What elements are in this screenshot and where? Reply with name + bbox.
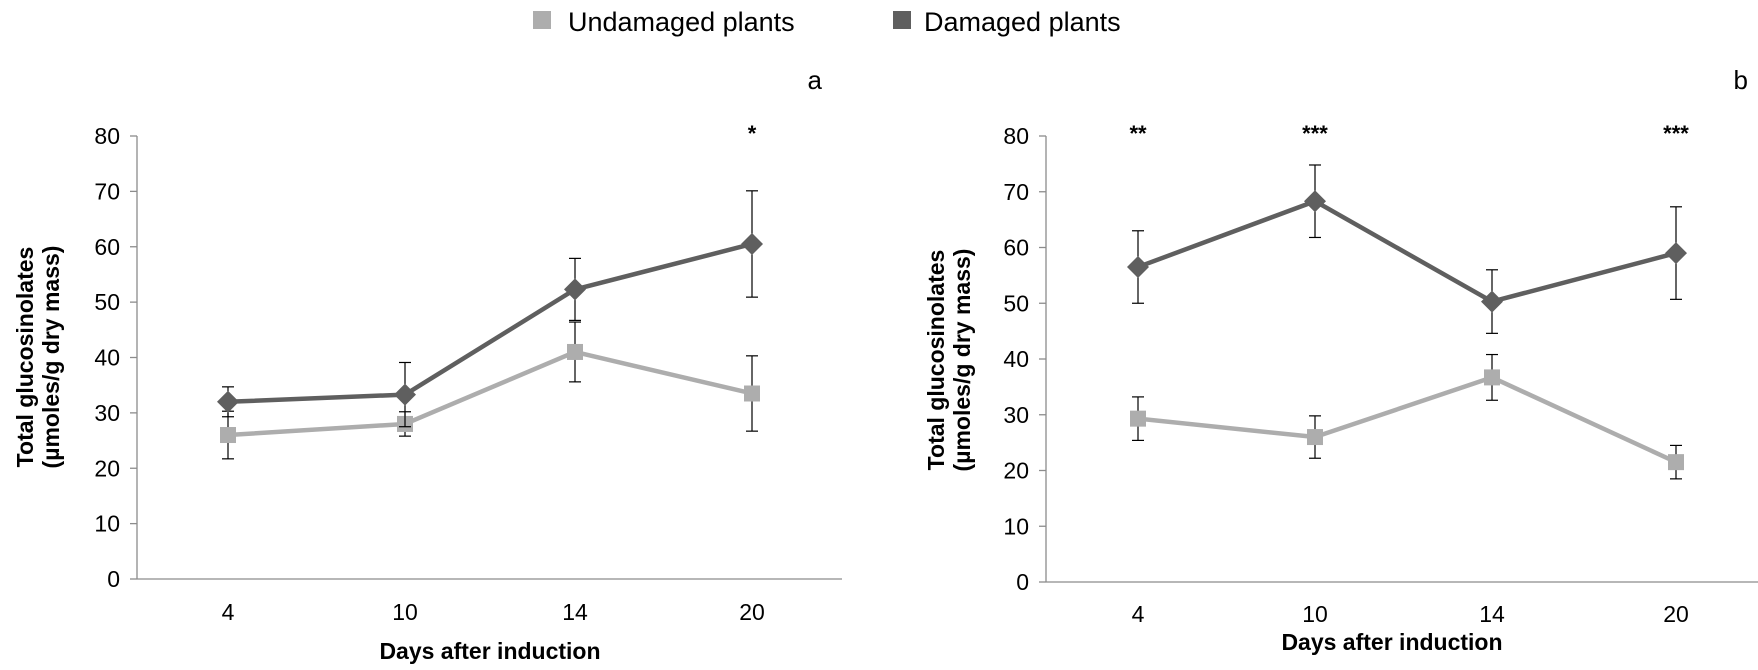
data-point bbox=[220, 427, 236, 444]
data-point bbox=[1307, 429, 1323, 446]
data-point bbox=[394, 383, 416, 406]
data-point bbox=[744, 385, 760, 402]
legend-label-undamaged: Undamaged plants bbox=[568, 7, 795, 37]
data-point bbox=[1665, 242, 1687, 265]
significance-label: *** bbox=[1302, 121, 1328, 146]
legend-item-undamaged: Undamaged plants bbox=[533, 7, 795, 37]
y-tick-label: 0 bbox=[1016, 569, 1029, 595]
y-tick-label: 70 bbox=[1003, 179, 1029, 205]
x-tick-label: 20 bbox=[739, 599, 765, 625]
y-tick-label: 60 bbox=[94, 234, 120, 260]
series-line bbox=[1137, 375, 1677, 465]
legend-swatch-undamaged bbox=[533, 11, 551, 29]
x-tick-label: 10 bbox=[392, 599, 418, 625]
series-undamaged-plants bbox=[1130, 353, 1684, 480]
x-axis-title: Days after induction bbox=[1281, 629, 1502, 655]
data-point bbox=[564, 278, 586, 301]
data-point bbox=[217, 390, 239, 413]
x-axis-title: Days after induction bbox=[379, 638, 600, 664]
data-point bbox=[567, 343, 583, 360]
data-point bbox=[1481, 290, 1503, 313]
data-point bbox=[1304, 190, 1326, 213]
data-point bbox=[1484, 369, 1500, 386]
y-tick-label: 20 bbox=[1003, 458, 1029, 484]
y-tick-label: 20 bbox=[94, 455, 120, 481]
legend-item-damaged: Damaged plants bbox=[893, 7, 1121, 37]
data-point bbox=[1127, 256, 1149, 279]
y-axis-title-line1: Total glucosinolates bbox=[923, 250, 949, 471]
y-tick-label: 40 bbox=[94, 345, 120, 371]
series-line bbox=[1137, 198, 1677, 304]
y-tick-label: 40 bbox=[1003, 346, 1029, 372]
x-tick-label: 4 bbox=[1132, 601, 1145, 627]
significance-label: ** bbox=[1129, 121, 1147, 146]
panel-label: a bbox=[808, 65, 823, 95]
series-line bbox=[227, 349, 753, 438]
x-tick-label: 14 bbox=[1479, 601, 1505, 627]
y-tick-label: 70 bbox=[94, 178, 120, 204]
series-line bbox=[227, 241, 753, 405]
x-tick-label: 20 bbox=[1663, 601, 1689, 627]
panel-label: b bbox=[1734, 65, 1748, 95]
significance-label: *** bbox=[1663, 121, 1689, 146]
y-tick-label: 60 bbox=[1003, 235, 1029, 261]
y-axis-title-line2: (µmoles/g dry mass) bbox=[38, 246, 64, 469]
y-tick-label: 80 bbox=[94, 123, 120, 149]
legend-label-damaged: Damaged plants bbox=[924, 7, 1121, 37]
y-tick-label: 50 bbox=[1003, 290, 1029, 316]
x-tick-label: 14 bbox=[562, 599, 588, 625]
y-axis-title-line1: Total glucosinolates bbox=[12, 247, 38, 468]
x-tick-label: 4 bbox=[222, 599, 235, 625]
data-point bbox=[741, 232, 763, 255]
significance-label: * bbox=[748, 121, 757, 146]
y-tick-label: 0 bbox=[107, 566, 120, 592]
y-tick-label: 30 bbox=[1003, 402, 1029, 428]
y-tick-label: 50 bbox=[94, 289, 120, 315]
y-axis-title-line2: (µmoles/g dry mass) bbox=[949, 249, 975, 472]
y-tick-label: 30 bbox=[94, 400, 120, 426]
series-damaged-plants bbox=[217, 190, 763, 428]
chart-panel-a: a 0 10 20 30 40 50 60 70 80 4 10 14 20 * Days after … bbox=[12, 65, 842, 664]
y-tick-label: 10 bbox=[94, 511, 120, 537]
series-damaged-plants bbox=[1127, 164, 1687, 334]
legend-swatch-damaged bbox=[893, 11, 911, 29]
legend: Undamaged plants Damaged plants bbox=[533, 7, 1121, 37]
data-point bbox=[1668, 454, 1684, 471]
x-tick-label: 10 bbox=[1302, 601, 1328, 627]
data-point bbox=[1130, 410, 1146, 427]
y-tick-label: 10 bbox=[1003, 513, 1029, 539]
y-tick-label: 80 bbox=[1003, 123, 1029, 149]
